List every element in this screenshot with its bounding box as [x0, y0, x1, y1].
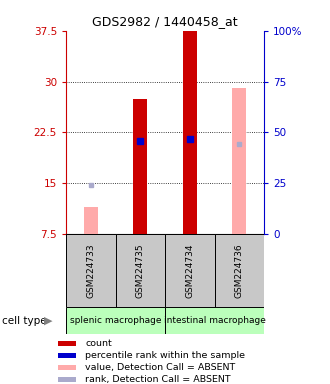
Text: ▶: ▶ [44, 316, 52, 326]
Title: GDS2982 / 1440458_at: GDS2982 / 1440458_at [92, 15, 238, 28]
Bar [58, 364, 76, 369]
Bar [214, 234, 264, 307]
Bar [58, 353, 76, 358]
Bar [84, 207, 98, 234]
Bar [66, 307, 165, 334]
Bar [66, 234, 115, 307]
Bar [133, 99, 147, 234]
Text: GSM224734: GSM224734 [185, 243, 194, 298]
Bar [58, 376, 76, 382]
Bar [183, 31, 197, 234]
Text: splenic macrophage: splenic macrophage [70, 316, 161, 325]
Text: percentile rank within the sample: percentile rank within the sample [85, 351, 245, 359]
Bar [115, 234, 165, 307]
Text: count: count [85, 339, 112, 348]
Bar [165, 307, 264, 334]
Text: intestinal macrophage: intestinal macrophage [164, 316, 265, 325]
Text: rank, Detection Call = ABSENT: rank, Detection Call = ABSENT [85, 374, 231, 384]
Bar [165, 234, 214, 307]
Text: cell type: cell type [2, 316, 46, 326]
Bar [232, 88, 246, 234]
Bar [58, 341, 76, 346]
Text: GSM224736: GSM224736 [235, 243, 244, 298]
Text: GSM224733: GSM224733 [86, 243, 95, 298]
Text: value, Detection Call = ABSENT: value, Detection Call = ABSENT [85, 362, 235, 372]
Text: GSM224735: GSM224735 [136, 243, 145, 298]
